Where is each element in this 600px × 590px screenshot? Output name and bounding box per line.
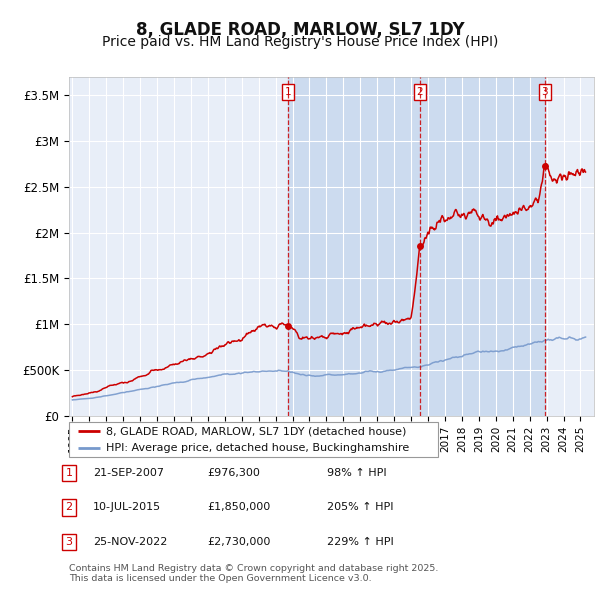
Text: £2,730,000: £2,730,000	[207, 537, 271, 546]
Text: 21-SEP-2007: 21-SEP-2007	[93, 468, 164, 478]
Text: 25-NOV-2022: 25-NOV-2022	[93, 537, 167, 546]
Text: 10-JUL-2015: 10-JUL-2015	[93, 503, 161, 512]
Text: 229% ↑ HPI: 229% ↑ HPI	[327, 537, 394, 546]
Text: 3: 3	[542, 87, 548, 97]
Text: HPI: Average price, detached house, Buckinghamshire: HPI: Average price, detached house, Buck…	[106, 442, 409, 453]
Text: 8, GLADE ROAD, MARLOW, SL7 1DY (detached house): 8, GLADE ROAD, MARLOW, SL7 1DY (detached…	[106, 427, 406, 437]
Text: 3: 3	[65, 537, 73, 546]
Text: 2: 2	[65, 503, 73, 512]
Text: Contains HM Land Registry data © Crown copyright and database right 2025.
This d: Contains HM Land Registry data © Crown c…	[69, 563, 439, 583]
Text: £976,300: £976,300	[207, 468, 260, 478]
Text: 1: 1	[284, 87, 291, 97]
Bar	[288, 77, 545, 416]
Text: £1,850,000: £1,850,000	[207, 503, 270, 512]
Text: 98% ↑ HPI: 98% ↑ HPI	[327, 468, 386, 478]
Text: 2: 2	[416, 87, 423, 97]
Text: 1: 1	[65, 468, 73, 478]
Text: 205% ↑ HPI: 205% ↑ HPI	[327, 503, 394, 512]
Text: Price paid vs. HM Land Registry's House Price Index (HPI): Price paid vs. HM Land Registry's House …	[102, 35, 498, 50]
Text: 8, GLADE ROAD, MARLOW, SL7 1DY: 8, GLADE ROAD, MARLOW, SL7 1DY	[136, 21, 464, 39]
